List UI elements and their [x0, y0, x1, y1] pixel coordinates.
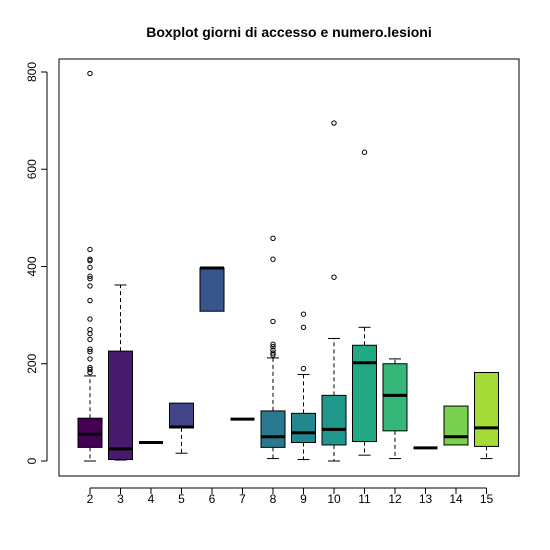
outlier-point: [87, 246, 93, 253]
x-tick-label: 6: [209, 492, 216, 506]
box-14: [443, 405, 469, 446]
outlier-point: [87, 346, 93, 352]
box-body: [260, 410, 286, 448]
box-10: [321, 120, 347, 462]
x-tick-label: 15: [480, 492, 494, 506]
outlier-point: [270, 235, 276, 241]
y-axis: 0 200 400 600 800: [25, 62, 48, 464]
x-tick-label: 2: [87, 492, 94, 506]
x-tick-label: 14: [449, 492, 463, 506]
box-8: [260, 235, 286, 460]
y-tick-label: 800: [25, 62, 39, 82]
outlier-point: [270, 347, 276, 353]
box-body: [199, 267, 225, 312]
box-body: [291, 412, 316, 444]
x-tick-label: 7: [239, 492, 246, 506]
outlier-point: [300, 324, 307, 330]
box-12: [382, 358, 408, 460]
box-11: [352, 149, 377, 456]
outlier-point: [87, 297, 93, 304]
outlier-point: [87, 273, 93, 279]
x-tick-label: 13: [419, 492, 433, 506]
x-tick-label: 8: [270, 492, 277, 506]
plot-frame: [58, 58, 520, 477]
outlier-point: [87, 348, 93, 355]
outlier-point: [87, 364, 93, 371]
x-tick-label: 11: [358, 492, 371, 506]
box-body: [382, 363, 408, 432]
x-tick-label: 9: [300, 492, 307, 506]
x-tick-label: 3: [117, 492, 124, 506]
outlier-point: [331, 120, 337, 126]
outlier-point: [87, 366, 93, 373]
outlier-point: [87, 283, 93, 289]
x-tick-label: 12: [388, 492, 402, 506]
outlier-point: [87, 256, 93, 262]
outlier-point: [361, 149, 368, 155]
outlier-point: [87, 70, 93, 77]
y-tick-label: 0: [25, 457, 39, 464]
y-tick-label: 400: [25, 256, 39, 276]
outlier-point: [300, 311, 307, 317]
outlier-point: [87, 264, 93, 271]
chart-title: Boxplot giorni di accesso e numero.lesio…: [146, 24, 432, 40]
x-tick-label: 5: [178, 492, 185, 506]
outlier-point: [87, 356, 93, 362]
x-tick-label: 4: [148, 492, 155, 506]
box-body: [108, 350, 133, 461]
outlier-point: [87, 330, 93, 337]
box-3: [108, 284, 133, 461]
outlier-point: [87, 336, 93, 343]
outlier-point: [270, 256, 276, 262]
box-body: [443, 405, 469, 446]
box-9: [291, 311, 316, 461]
boxes-group: [77, 70, 499, 462]
box-body: [321, 394, 347, 446]
outlier-point: [270, 350, 276, 356]
outlier-point: [87, 275, 93, 282]
box-body: [169, 402, 194, 429]
x-tick-label: 10: [327, 492, 341, 506]
y-tick-label: 200: [25, 353, 39, 373]
box-6: [199, 266, 225, 312]
box-2: [77, 70, 103, 462]
box-15: [474, 372, 499, 460]
outlier-point: [87, 327, 93, 333]
y-tick-label: 600: [25, 159, 39, 179]
outlier-point: [300, 365, 307, 372]
x-axis: 2 3 4 5 6 7 8 9 10 11 12 13 14 15: [87, 487, 494, 506]
outlier-point: [331, 274, 337, 280]
box-body: [474, 372, 499, 447]
outlier-point: [270, 344, 276, 350]
box-5: [169, 402, 194, 454]
outlier-point: [87, 316, 93, 322]
outlier-point: [270, 341, 276, 347]
box-body: [352, 344, 377, 443]
outlier-point: [270, 318, 276, 325]
